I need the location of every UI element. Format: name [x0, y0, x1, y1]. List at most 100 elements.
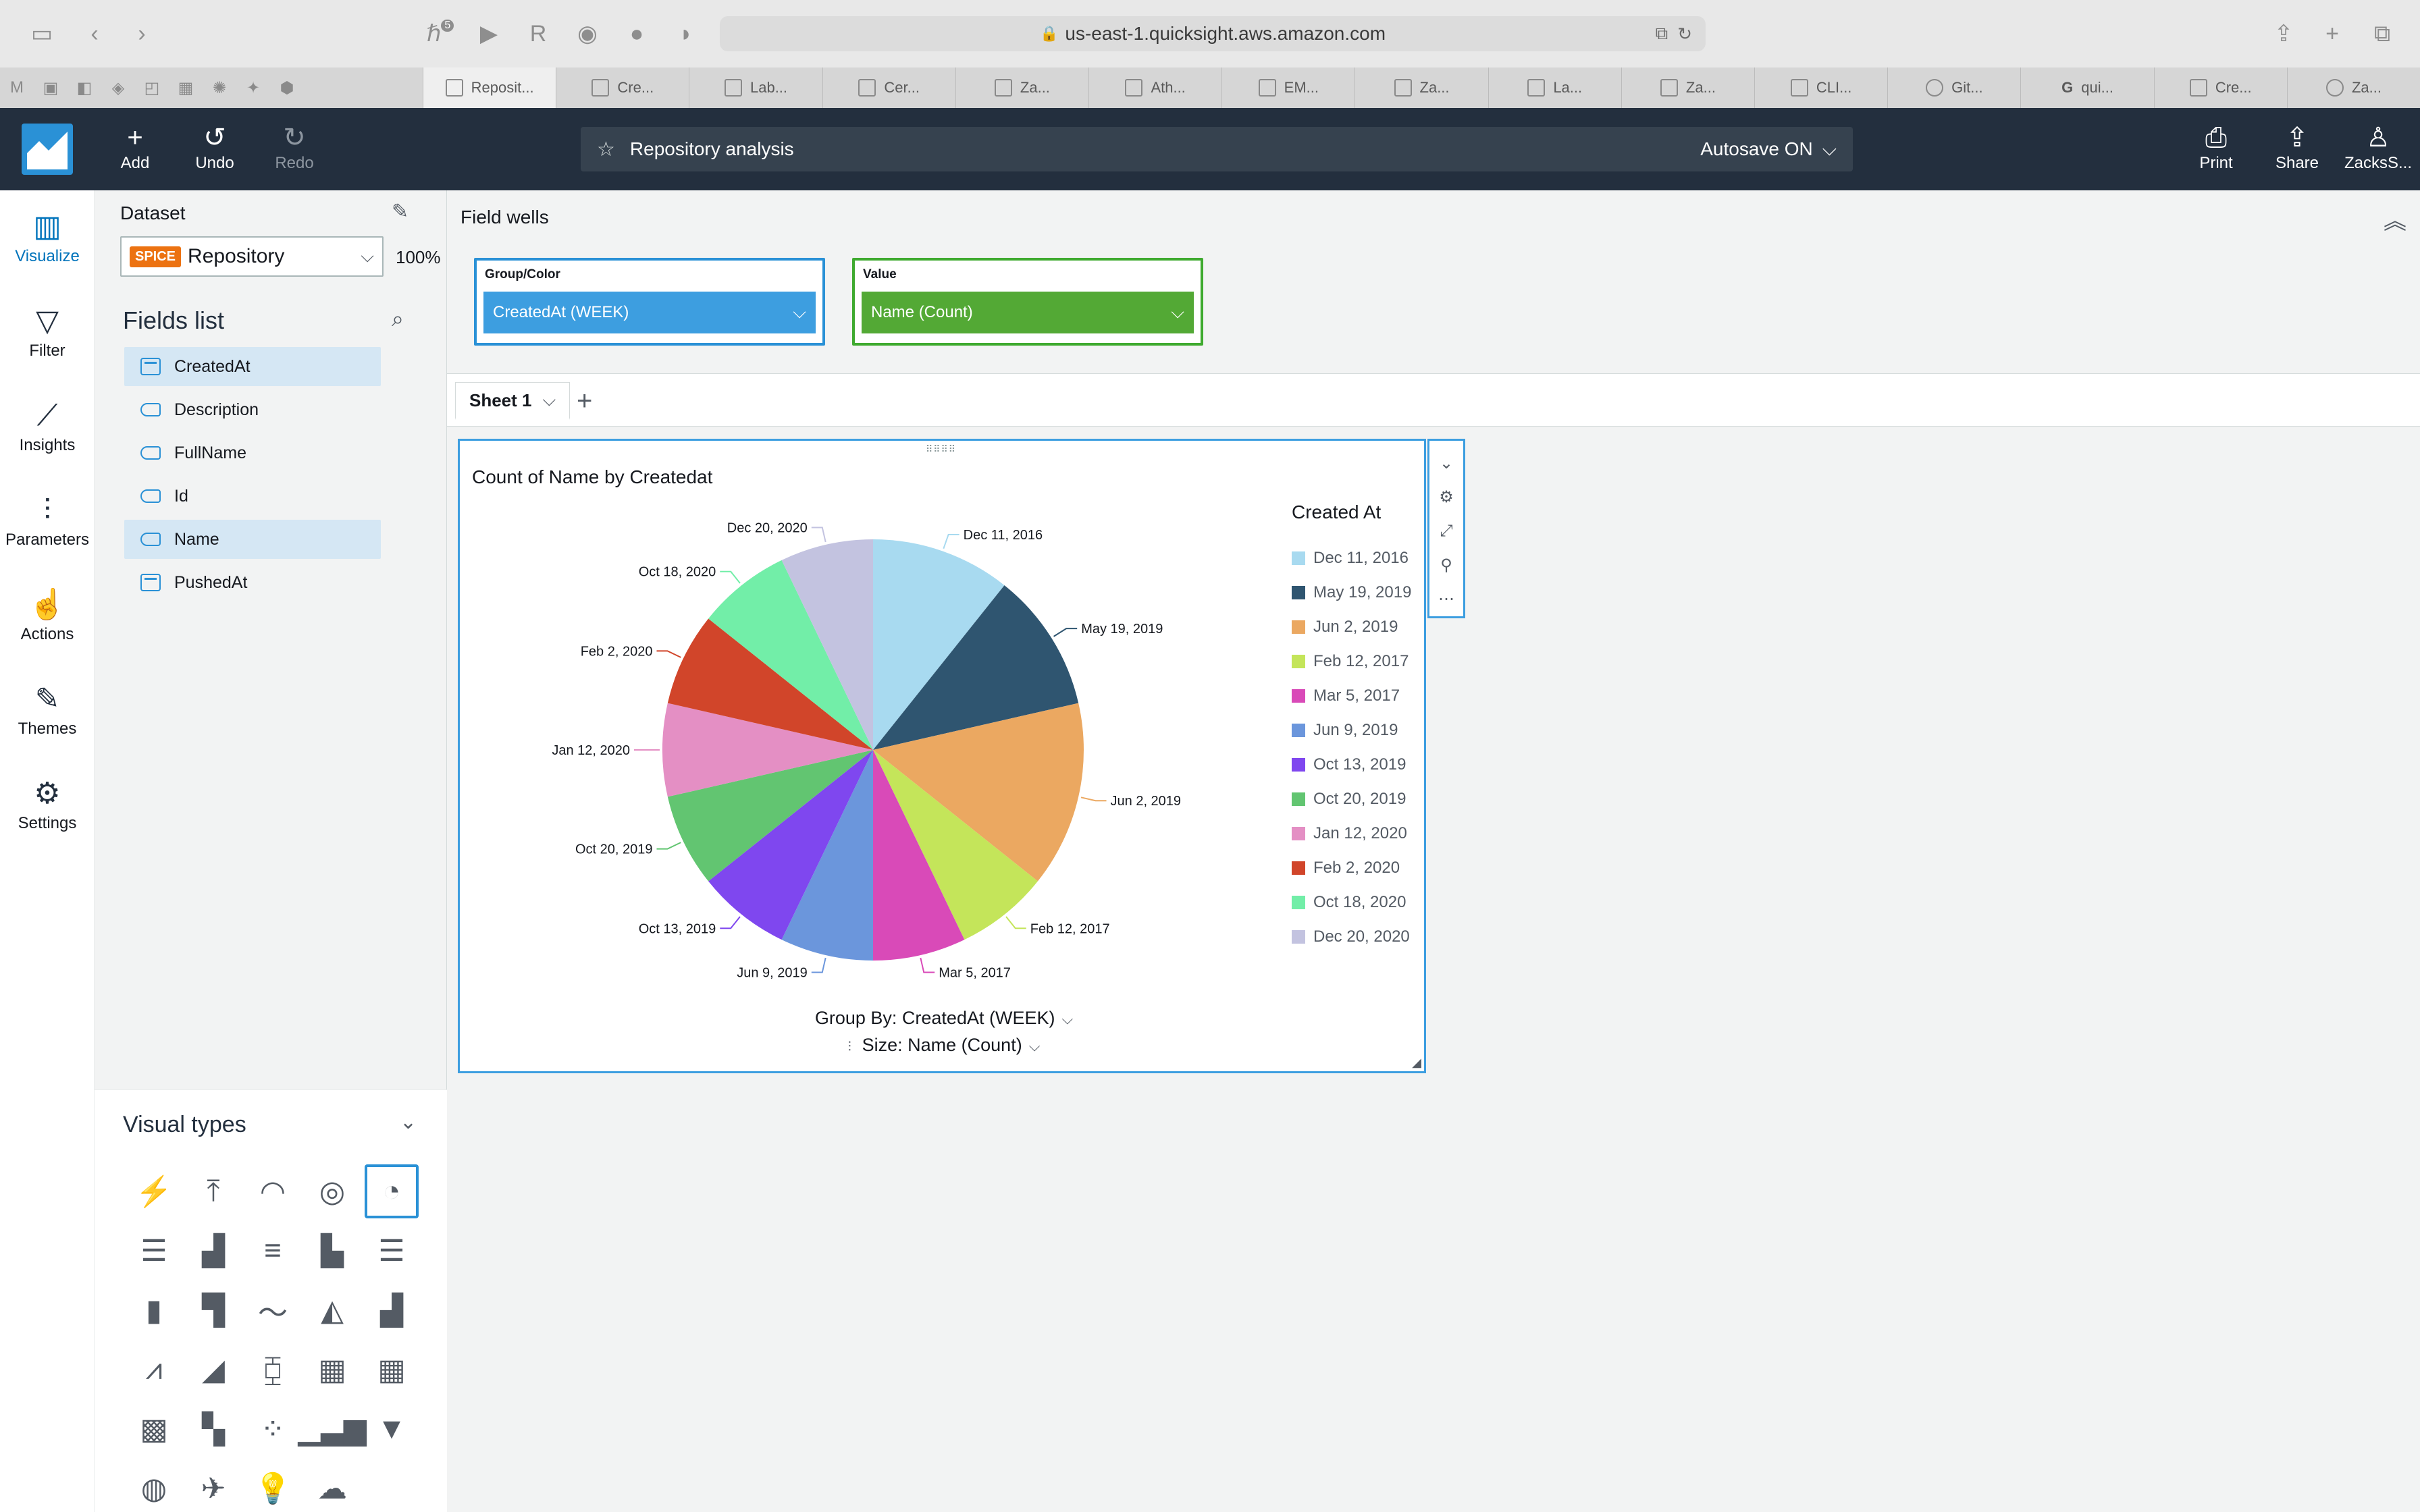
legend-item[interactable]: Oct 20, 2019: [1292, 782, 1427, 816]
scatter-plot-icon[interactable]: ⁘: [260, 1412, 286, 1446]
collapse-chevron-icon[interactable]: ⌄: [400, 1111, 417, 1133]
pinned-tab-icon[interactable]: ▦: [178, 78, 194, 97]
gauge-icon[interactable]: ◠: [259, 1174, 286, 1208]
resize-handle-icon[interactable]: ◢: [1412, 1056, 1421, 1069]
browser-tab[interactable]: EM...: [1221, 68, 1354, 108]
pie-slice[interactable]: [781, 539, 873, 750]
pie-slice[interactable]: [873, 585, 1079, 750]
value-field-pill[interactable]: Name (Count) ⌵: [862, 292, 1194, 333]
legend-item[interactable]: Mar 5, 2017: [1292, 678, 1427, 713]
browser-tab[interactable]: Za...: [2286, 68, 2420, 108]
insight-bulb-icon[interactable]: 💡: [254, 1472, 292, 1505]
undo-button[interactable]: ↺ Undo: [181, 122, 248, 173]
record-extension-icon[interactable]: ◉: [577, 21, 598, 47]
collapse-field-wells-icon[interactable]: ︽: [2384, 209, 2406, 234]
legend-item[interactable]: Dec 20, 2020: [1292, 919, 1427, 954]
legend-item[interactable]: Dec 11, 2016: [1292, 541, 1427, 575]
chevron-down-icon[interactable]: ⌵: [1061, 1010, 1074, 1027]
edit-dataset-pencil-icon[interactable]: ✎: [392, 200, 409, 223]
table-icon[interactable]: ▦: [318, 1353, 346, 1386]
area-chart-icon[interactable]: ◭: [321, 1293, 344, 1327]
line-chart-icon[interactable]: 〜: [258, 1297, 288, 1330]
nav-visualize[interactable]: ▥ Visualize: [0, 207, 95, 266]
stacked-horizontal-bar-icon[interactable]: ☰: [378, 1234, 405, 1268]
histogram-icon[interactable]: ▁▃▆: [298, 1412, 367, 1446]
group-color-well[interactable]: Group/Color CreatedAt (WEEK) ⌵: [474, 258, 825, 346]
expand-icon[interactable]: ⤢: [1440, 522, 1453, 541]
browser-tab[interactable]: Ath...: [1088, 68, 1221, 108]
analysis-name[interactable]: Repository analysis: [629, 138, 794, 159]
redo-button[interactable]: ↻ Redo: [261, 122, 328, 173]
reload-icon[interactable]: ↻: [1677, 23, 1692, 44]
favorite-star-icon[interactable]: ☆: [597, 138, 615, 161]
browser-tab[interactable]: Cre...: [556, 68, 689, 108]
pie-slice[interactable]: [781, 750, 873, 961]
pinned-tab-icon[interactable]: ✺: [212, 78, 227, 97]
legend-item[interactable]: Feb 2, 2020: [1292, 850, 1427, 885]
g-extension-icon[interactable]: ●: [629, 20, 644, 47]
chart-title[interactable]: Count of Name by Createdat: [472, 466, 713, 487]
browser-tab[interactable]: Git...: [1887, 68, 2020, 108]
collapse-visual-chevron-icon[interactable]: ⌄: [1439, 454, 1454, 473]
pinned-tab-gmail-icon[interactable]: M: [10, 78, 24, 97]
chevron-down-icon[interactable]: ⌵: [1028, 1037, 1041, 1054]
search-icon[interactable]: ⌕: [392, 306, 404, 331]
browser-tab[interactable]: La...: [1488, 68, 1621, 108]
field-item-name[interactable]: Name: [124, 520, 381, 559]
share-page-icon[interactable]: ⇪: [2273, 21, 2294, 47]
sheet-tab[interactable]: Sheet 1 ⌵: [455, 382, 571, 420]
funnel-icon[interactable]: ▼: [377, 1412, 406, 1445]
field-item-pushedat[interactable]: PushedAt: [124, 563, 381, 602]
pinned-tab-icon[interactable]: ◈: [111, 78, 125, 97]
legend-item[interactable]: Jun 9, 2019: [1292, 713, 1427, 747]
browser-tab[interactable]: Cer...: [822, 68, 955, 108]
pivot-table-icon[interactable]: ▦: [377, 1353, 406, 1386]
add-sheet-plus-icon[interactable]: +: [577, 386, 593, 416]
new-tab-icon[interactable]: +: [2325, 20, 2339, 47]
stacked-line-icon[interactable]: ⩘: [145, 1353, 163, 1386]
field-item-description[interactable]: Description: [124, 390, 381, 429]
group-field-pill[interactable]: CreatedAt (WEEK) ⌵: [483, 292, 816, 333]
nav-actions[interactable]: ☝ Actions: [0, 585, 95, 644]
media-extension-icon[interactable]: ▶: [479, 21, 498, 47]
field-item-fullname[interactable]: FullName: [124, 433, 381, 473]
value-well[interactable]: Value Name (Count) ⌵: [852, 258, 1203, 346]
nav-settings[interactable]: ⚙ Settings: [0, 774, 95, 833]
pinned-tab-icon[interactable]: ✦: [246, 78, 261, 97]
forward-icon[interactable]: ›: [138, 20, 146, 47]
nav-filter[interactable]: ▽ Filter: [0, 301, 95, 360]
browser-tab[interactable]: Za...: [1621, 68, 1754, 108]
sort-icon[interactable]: ⫶: [847, 1040, 851, 1054]
pie-slice[interactable]: [667, 618, 873, 750]
browser-tab[interactable]: Za...: [1354, 68, 1488, 108]
chevron-down-icon[interactable]: ⌵: [542, 389, 556, 410]
legend-item[interactable]: Jun 2, 2019: [1292, 610, 1427, 644]
insight-pin-icon[interactable]: ⚲: [1440, 556, 1452, 574]
print-button[interactable]: ⎙ Print: [2182, 122, 2250, 173]
pie-chart-icon[interactable]: ◔: [365, 1164, 419, 1218]
pie-slice[interactable]: [873, 703, 1084, 882]
pinned-tab-icon[interactable]: [304, 68, 423, 108]
browser-tab[interactable]: Reposit...: [423, 68, 556, 108]
back-icon[interactable]: ‹: [90, 20, 99, 47]
dataset-select[interactable]: SPICE Repository ⌵: [120, 236, 384, 277]
clustered-horizontal-bar-icon[interactable]: ≡: [264, 1234, 282, 1267]
kpi-icon[interactable]: ⤒: [207, 1174, 220, 1208]
geo-map-icon[interactable]: ✈: [201, 1472, 226, 1505]
browser-tab[interactable]: Lab...: [689, 68, 822, 108]
pie-slice[interactable]: [708, 560, 873, 750]
pie-slice[interactable]: [873, 539, 1005, 750]
more-options-ellipsis-icon[interactable]: ⋯: [1438, 590, 1454, 609]
browser-tab[interactable]: Cre...: [2153, 68, 2287, 108]
pie-slice[interactable]: [873, 750, 965, 961]
tab-overview-icon[interactable]: ⧉: [2373, 20, 2391, 47]
stacked-area-icon[interactable]: ◢: [202, 1353, 225, 1386]
filled-map-icon[interactable]: ◍: [140, 1472, 167, 1505]
legend-item[interactable]: May 19, 2019: [1292, 575, 1427, 610]
sidebar-toggle-icon[interactable]: ▭: [30, 21, 53, 47]
pie-slice[interactable]: [873, 750, 1038, 940]
legend-item[interactable]: Oct 18, 2020: [1292, 885, 1427, 919]
autosave-dropdown[interactable]: Autosave ON ⌵: [1700, 138, 1837, 161]
